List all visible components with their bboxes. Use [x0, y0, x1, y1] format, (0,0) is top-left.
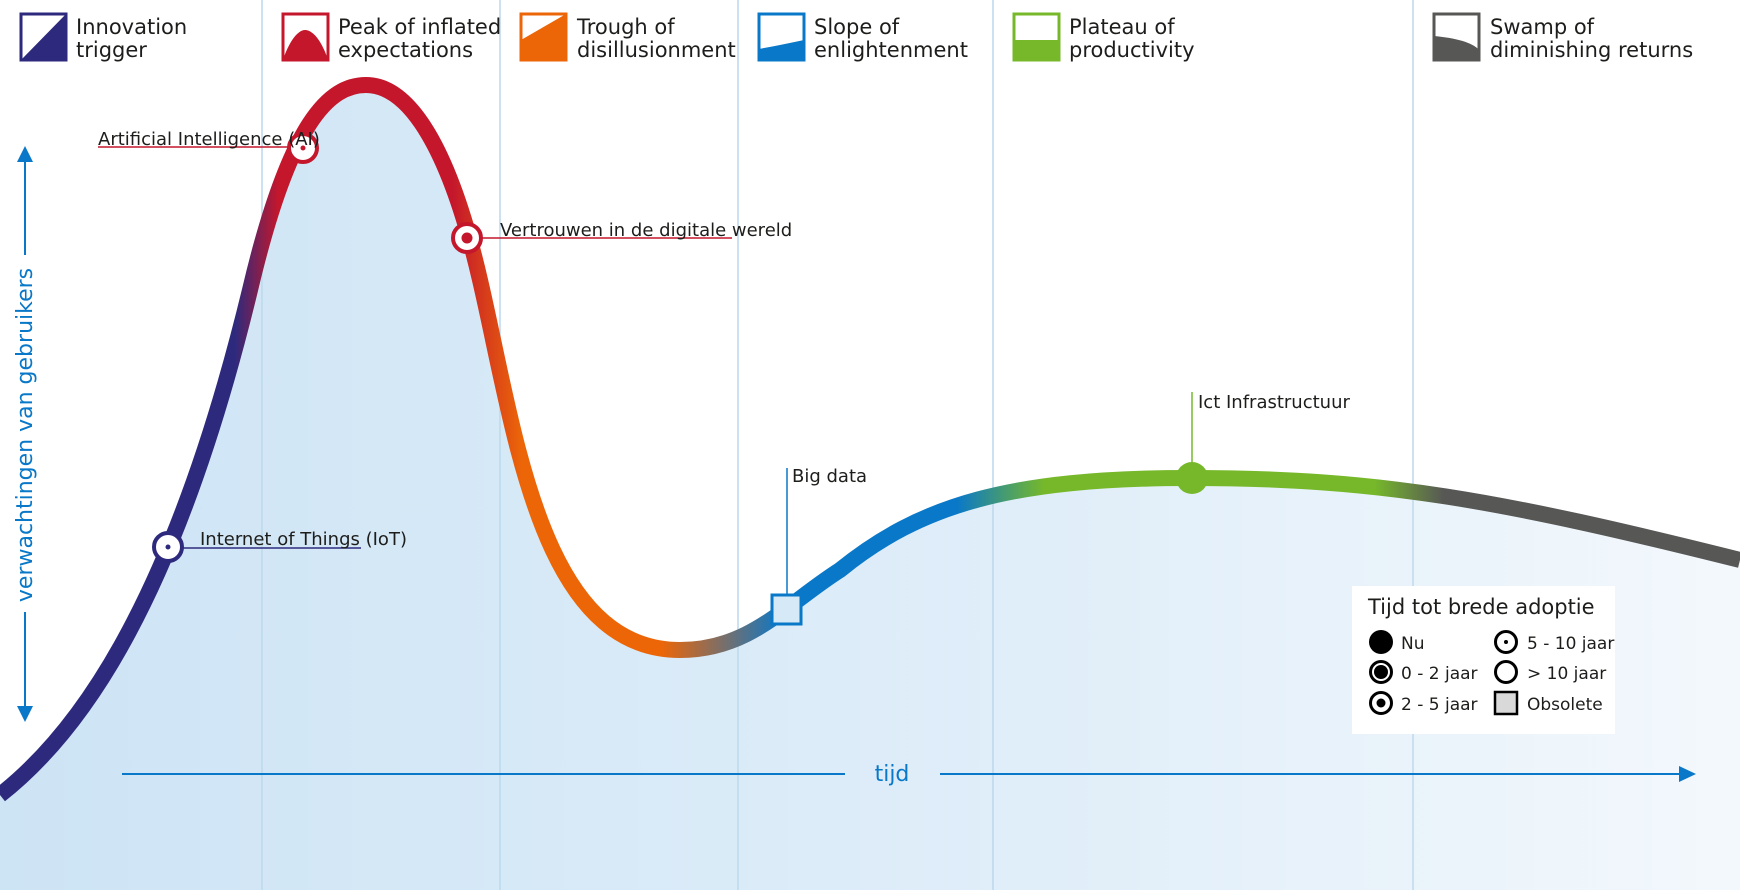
trough-icon	[519, 12, 568, 62]
phase-label-swamp: Swamp of diminishing returns	[1490, 15, 1693, 62]
phase-label-slope: Slope of enlightenment	[814, 15, 968, 62]
ict-marker	[1176, 462, 1208, 494]
item-ict-infrastructuur: Ict Infrastructuur	[1176, 392, 1350, 494]
legend-label-5-10: 5 - 10 jaar	[1527, 634, 1614, 654]
item-artificial-intelligence: Artificial Intelligence (AI)	[98, 129, 320, 164]
big-data-marker	[770, 593, 803, 626]
innovation-trigger-icon	[19, 12, 68, 62]
phase-label-plateau: Plateau of productivity	[1069, 15, 1195, 62]
legend-entry-5-10: 5 - 10 jaar	[1494, 630, 1614, 654]
y-axis	[17, 146, 33, 722]
legend-label-0-2: 0 - 2 jaar	[1401, 664, 1478, 684]
slope-icon	[757, 12, 806, 62]
legend-entry-nu: Nu	[1369, 630, 1425, 654]
legend-title: Tijd tot brede adoptie	[1367, 595, 1595, 619]
swamp-icon	[1432, 12, 1481, 62]
legend-entry-gt10: > 10 jaar	[1494, 660, 1606, 684]
vertrouwen-label: Vertrouwen in de digitale wereld	[500, 220, 792, 241]
legend-label-nu: Nu	[1401, 634, 1425, 654]
legend-entry-obsolete: Obsolete	[1493, 690, 1603, 716]
iot-label: Internet of Things (IoT)	[200, 529, 407, 550]
legend-label-2-5: 2 - 5 jaar	[1401, 695, 1478, 715]
phase-label-trough: Trough of disillusionment	[576, 15, 736, 62]
ai-label: Artificial Intelligence (AI)	[98, 129, 320, 150]
curve-area	[0, 85, 1740, 890]
legend-box	[1352, 586, 1615, 734]
legend-label-gt10: > 10 jaar	[1527, 664, 1606, 684]
item-iot: Internet of Things (IoT)	[152, 529, 407, 563]
ict-label: Ict Infrastructuur	[1198, 392, 1350, 413]
phase-label-peak: Peak of inflated expectations	[338, 15, 508, 62]
big-data-label: Big data	[792, 466, 867, 487]
item-big-data: Big data	[770, 466, 867, 626]
phase-label-innovation: Innovation trigger	[76, 15, 194, 62]
legend-entry-2-5: 2 - 5 jaar	[1369, 691, 1478, 715]
legend-label-obsolete: Obsolete	[1527, 695, 1603, 715]
x-axis-label: tijd	[875, 762, 910, 787]
legend: Tijd tot brede adoptie Nu 0 - 2 jaar 2 -…	[1352, 586, 1615, 734]
phase-dividers	[261, 0, 1414, 890]
peak-icon	[281, 12, 330, 62]
y-axis-label: verwachtingen van gebruikers	[13, 268, 38, 602]
plateau-icon	[1012, 12, 1061, 62]
legend-entry-0-2: 0 - 2 jaar	[1369, 660, 1478, 684]
item-vertrouwen: Vertrouwen in de digitale wereld	[451, 220, 792, 254]
x-axis	[122, 766, 1696, 782]
